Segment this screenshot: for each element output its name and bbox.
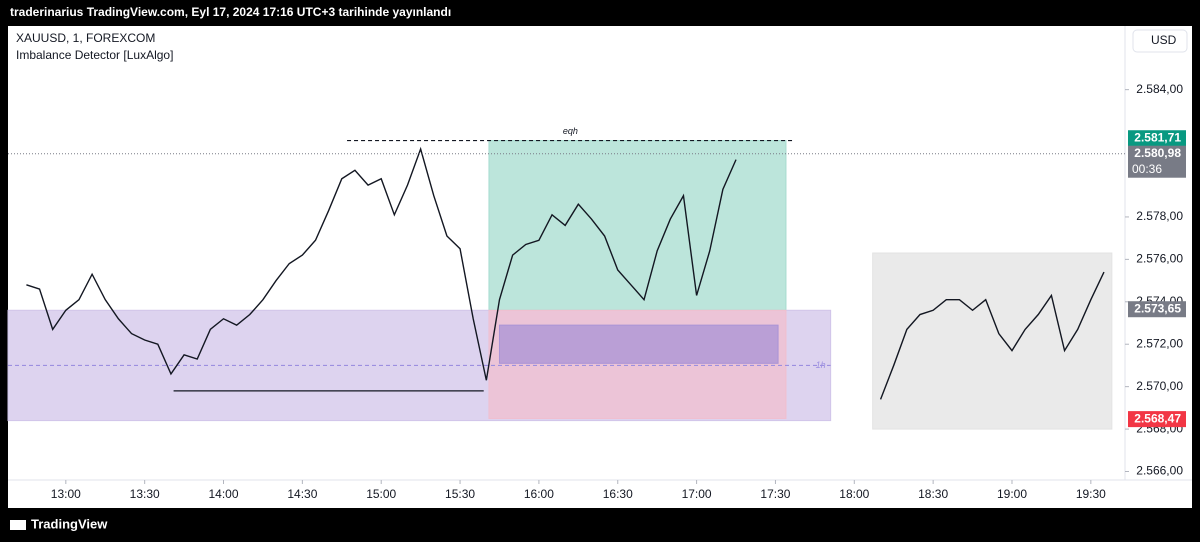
y-tick-label: 2.584,00 bbox=[1136, 82, 1183, 96]
x-tick-label: 13:00 bbox=[51, 487, 81, 501]
brand: TradingView bbox=[31, 516, 108, 531]
zone bbox=[872, 252, 1113, 430]
x-tick-label: 18:30 bbox=[918, 487, 948, 501]
x-tick-label: 13:30 bbox=[130, 487, 160, 501]
zone bbox=[498, 324, 779, 364]
level-label: 1h bbox=[816, 360, 826, 370]
y-tick-label: 2.572,00 bbox=[1136, 336, 1183, 350]
x-tick-label: 15:00 bbox=[366, 487, 396, 501]
level-label: eqh bbox=[563, 126, 578, 136]
currency[interactable]: USD bbox=[1151, 33, 1177, 47]
x-tick-label: 15:30 bbox=[445, 487, 475, 501]
logo-icon bbox=[10, 520, 26, 530]
price-marker-label: 2.581,71 bbox=[1134, 130, 1181, 144]
price-marker-label: 2.573,65 bbox=[1134, 301, 1181, 315]
price-line bbox=[26, 146, 737, 381]
x-tick-label: 16:30 bbox=[603, 487, 633, 501]
price-marker bbox=[1128, 130, 1186, 147]
header-title: traderinarius TradingView.com, Eyl 17, 2… bbox=[10, 5, 451, 19]
price-marker-label: 2.580,98 bbox=[1134, 146, 1181, 160]
price-marker-label: 2.568,47 bbox=[1134, 411, 1181, 425]
y-tick-label: 2.578,00 bbox=[1136, 209, 1183, 223]
currency-button[interactable] bbox=[1132, 29, 1188, 53]
y-tick-label: 2.566,00 bbox=[1136, 464, 1183, 478]
x-tick-label: 14:00 bbox=[208, 487, 238, 501]
price-marker-sub: 00:36 bbox=[1132, 162, 1162, 176]
zone bbox=[488, 140, 787, 311]
price-marker bbox=[1128, 301, 1186, 318]
x-tick-label: 18:00 bbox=[839, 487, 869, 501]
x-tick-label: 19:00 bbox=[997, 487, 1027, 501]
x-tick-label: 19:30 bbox=[1076, 487, 1106, 501]
price-marker bbox=[1128, 145, 1186, 178]
price-line bbox=[879, 271, 1105, 400]
indicator: Imbalance Detector [LuxAlgo] bbox=[16, 48, 173, 62]
x-tick-label: 17:30 bbox=[760, 487, 790, 501]
x-tick-label: 17:00 bbox=[682, 487, 712, 501]
y-tick-label: 2.576,00 bbox=[1136, 252, 1183, 266]
y-tick-label: 2.570,00 bbox=[1136, 379, 1183, 393]
x-tick-label: 14:30 bbox=[287, 487, 317, 501]
symbol: XAUUSD, 1, FOREXCOM bbox=[16, 31, 155, 45]
price-marker bbox=[1128, 411, 1186, 428]
x-tick-label: 16:00 bbox=[524, 487, 554, 501]
